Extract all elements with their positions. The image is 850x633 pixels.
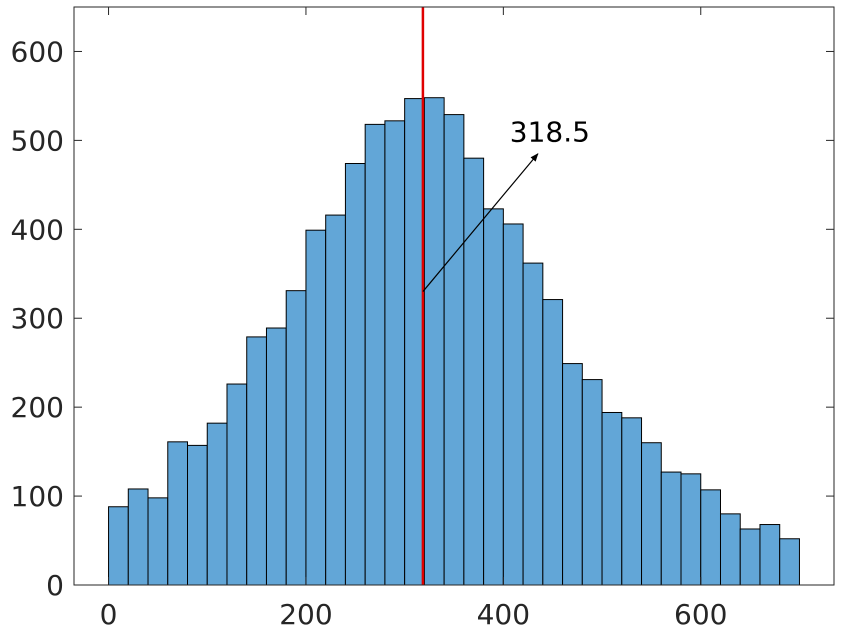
x-tick-label: 400 (477, 598, 530, 631)
axes: 0 200 400 600 0 100 200 300 400 500 600 (11, 6, 835, 631)
histogram-bars (108, 97, 800, 586)
y-tick-label: 600 (11, 35, 64, 68)
histogram-bar (167, 441, 189, 586)
histogram-bar (265, 327, 287, 586)
y-tick-label: 0 (46, 569, 64, 602)
y-tick-label: 400 (11, 213, 64, 246)
histogram-bar (581, 379, 603, 586)
histogram-bar (601, 411, 623, 586)
histogram-bar (641, 442, 662, 586)
y-tick-label: 500 (11, 124, 64, 157)
histogram-bar (443, 114, 465, 586)
histogram-bar (404, 98, 425, 586)
histogram-bar (502, 223, 524, 586)
y-tick-label: 100 (11, 480, 64, 513)
histogram-bar (542, 299, 564, 586)
histogram-bar (483, 208, 504, 586)
histogram-bar (305, 229, 327, 586)
x-tick-label: 0 (100, 598, 118, 631)
y-tick-label: 300 (11, 302, 64, 335)
y-tick-label: 200 (11, 391, 64, 424)
x-tick-label: 600 (674, 598, 727, 631)
histogram-bar (423, 97, 445, 586)
histogram-bar (127, 488, 149, 586)
histogram-bar (779, 538, 800, 586)
histogram-bar (187, 444, 208, 586)
histogram-bar (325, 214, 346, 586)
histogram-bar (147, 497, 169, 586)
x-tick-label: 200 (279, 598, 332, 631)
histogram-bar (700, 489, 721, 586)
histogram-bar (364, 123, 386, 586)
histogram-bar (285, 290, 307, 586)
histogram-bar (680, 473, 702, 586)
histogram-bar (739, 528, 761, 586)
histogram-bar (522, 262, 544, 586)
histogram-bar (562, 363, 583, 586)
histogram-bar (621, 417, 643, 586)
histogram-bar (660, 471, 682, 586)
histogram-bar (719, 513, 741, 586)
histogram-bar (206, 422, 228, 586)
histogram-bar (384, 120, 406, 586)
histogram-bar (108, 506, 129, 586)
histogram-bar (344, 163, 366, 586)
histogram-bar (226, 383, 248, 586)
axes-box (73, 6, 835, 586)
annotation-group: 318.5 (422, 116, 590, 292)
histogram-bar (759, 524, 781, 586)
annotation-label: 318.5 (510, 116, 590, 149)
histogram-bar (246, 336, 267, 586)
annotation-arrow (422, 153, 539, 292)
